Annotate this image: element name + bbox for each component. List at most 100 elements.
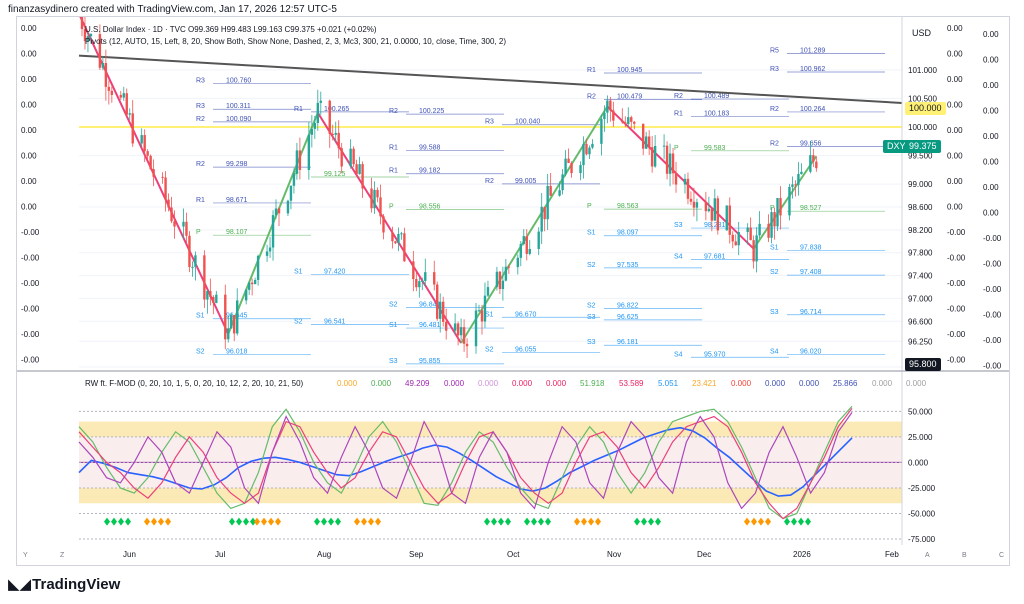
pivot-level-value: 100.962 [800,66,825,73]
price-tick: 99.500 [908,152,933,161]
candle-body [567,158,570,163]
pivot-level-value: 96.181 [617,339,639,346]
candle-body [612,110,615,121]
pivot-level-value: 100.264 [800,106,825,113]
candle-body [98,34,102,68]
pivot-level-value: 96.822 [617,303,639,310]
candle-body [549,186,552,196]
candle-body [591,143,594,148]
indicator-tick: -75.000 [908,535,936,544]
candle-body [588,147,591,155]
pivot-level-value: 98.563 [617,203,639,210]
corner-button[interactable]: Y [23,552,28,559]
pivot-level-value: 99.583 [704,145,726,152]
candle-body [140,135,143,144]
indicator-pane[interactable]: 50.000 25.000 0.000 -25.000 -50.000 -75.000 0.… [78,379,936,544]
candle-body [170,207,173,222]
candle-body [173,221,176,227]
time-tick: Nov [607,550,621,559]
right-scale-value: 0.00 [983,81,999,90]
pivot-level-name: R2 [587,94,596,101]
tradingview-logo: ◣◢ TradingView [8,576,121,593]
candle-body [728,205,731,235]
signal-marker [581,517,587,526]
signal-marker [158,517,164,526]
candle-body [809,155,812,172]
candle-body [382,216,385,233]
indicator-tick: 25.000 [908,433,933,442]
candle-body [86,36,90,42]
time-tick: Jul [215,550,225,559]
candles [77,5,818,359]
candle-body [421,280,424,282]
pivot-level-name: R2 [485,178,494,185]
signal-marker [641,517,647,526]
candle-body [316,102,320,123]
left-scale-value: 0.00 [21,152,37,161]
indicator-tick: 0.000 [908,458,929,467]
indicator-series [78,405,853,520]
pivot-level-value: 98.097 [617,230,639,237]
pivot-level-name: S1 [587,230,596,237]
candle-body [182,221,185,227]
time-tick: Jun [123,550,136,559]
signal-marker [354,517,360,526]
candle-body [647,136,651,148]
pivot-level-value: 97.420 [324,268,346,275]
candle-body [797,174,800,185]
price-tick: 97.000 [908,294,933,303]
price-axis[interactable]: 101.000100.500100.00099.50099.00098.6009… [17,17,1009,545]
candle-body [653,146,657,167]
pivot-level-value: 99.588 [419,145,441,152]
indicator-value: 0.000 [872,379,893,388]
candle-body [582,143,585,166]
candle-body [519,244,522,258]
candle-body [313,122,317,129]
candle-body [507,266,511,268]
candle-body [337,132,340,149]
candle-body [152,169,155,177]
pivot-level-name: P [196,229,201,236]
left-scale-value: 0.00 [21,177,37,186]
pivot-level-name: R1 [196,197,205,204]
candle-body [695,202,699,208]
candle-body [564,158,567,175]
candle-body [328,100,331,134]
candle-body [767,223,770,238]
candle-body [83,29,87,42]
candle-body [674,173,678,185]
left-scale-value: 0.00 [21,126,37,135]
indicator-value: 25.866 [833,379,858,388]
pivot-level-value: 100.183 [704,111,729,118]
chart-frame: 0.00 0.00 0.00 0.00 0.00 0.00 0.00 0.00 0.00 0.00… [16,5,1010,566]
right-scale-value: 0.00 [947,101,963,110]
last-price-tag: 99.375 [905,140,941,153]
signal-marker [236,517,242,526]
candle-body [776,198,779,227]
right-scale-value: 0.00 [947,177,963,186]
signal-marker [758,517,764,526]
signal-marker [275,517,281,526]
time-axis[interactable]: Jun Jul Aug Sep Oct Nov Dec 2026 Feb Y Z A B C [23,550,1004,559]
candle-body [609,100,612,111]
indicator-zone [79,487,902,504]
corner-button[interactable]: B [962,552,967,559]
corner-button[interactable]: A [925,552,930,559]
candle-body [441,301,445,322]
indicator-title: RW ft. F-MOD (0, 20, 10, 1, 5, 0, 20, 10… [85,379,304,388]
corner-button[interactable]: C [999,552,1004,559]
candle-body [755,235,758,262]
candle-body [627,117,630,124]
pivot-level-name: R2 [770,106,779,113]
price-tick: 100.000 [908,123,937,132]
candle-body [665,145,669,174]
chart-canvas[interactable]: 0.00 0.00 0.00 0.00 0.00 0.00 0.00 0.00 0.00 0.00… [17,5,1009,565]
candle-body [800,171,803,175]
candle-body [167,199,170,208]
candle-body [206,291,209,300]
candle-body [773,212,776,227]
candle-body [194,255,197,267]
corner-button[interactable]: Z [60,552,65,559]
candle-body [331,133,334,135]
candle-body [671,153,675,174]
